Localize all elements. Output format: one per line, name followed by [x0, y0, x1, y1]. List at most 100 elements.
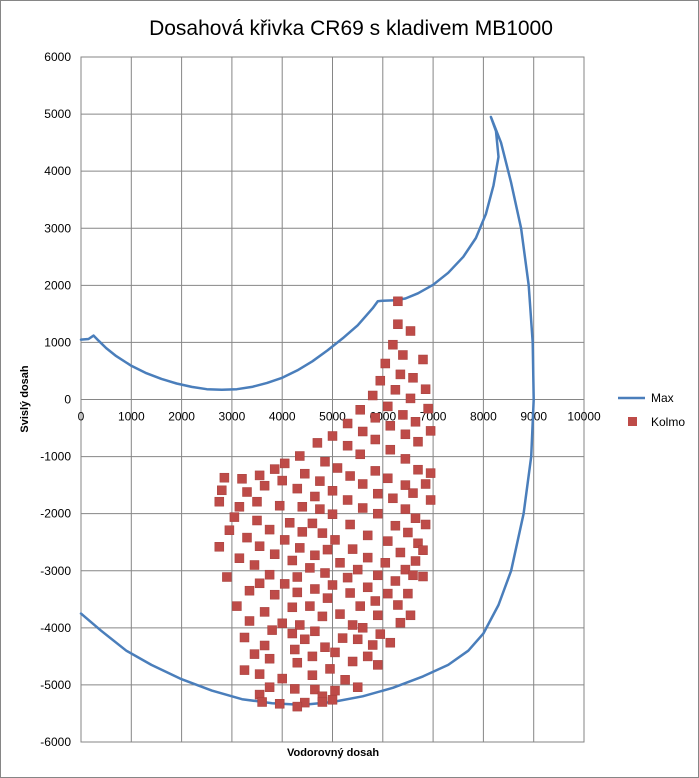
kolmo-point [403, 588, 413, 599]
kolmo-point [342, 572, 353, 583]
kolmo-point [400, 429, 411, 440]
kolmo-point [269, 464, 280, 474]
kolmo-point [352, 634, 363, 645]
kolmo-point [310, 491, 320, 502]
y-tick-labels: 6000 5000 4000 3000 2000 1000 0 -1000 -2000 -3000… [40, 50, 71, 749]
kolmo-point [267, 625, 277, 635]
kolmo-point [310, 684, 320, 695]
kolmo-point [373, 570, 383, 581]
kolmo-point [244, 585, 255, 596]
kolmo-point [217, 485, 227, 496]
kolmo-point [305, 563, 315, 573]
x-axis-title: Vodorovný dosah [287, 747, 379, 759]
kolmo-point [297, 502, 308, 512]
series-max [79, 115, 535, 707]
kolmo-point [373, 610, 383, 621]
x-tick-label: 4000 [269, 410, 296, 424]
kolmo-point [237, 474, 247, 484]
kolmo-point [347, 544, 358, 554]
kolmo-point [259, 607, 270, 617]
kolmo-point [279, 579, 290, 589]
kolmo-point [423, 403, 433, 414]
y-tick-label: -4000 [40, 621, 71, 635]
kolmo-point [345, 588, 355, 598]
kolmo-point [327, 431, 338, 441]
kolmo-point [310, 626, 320, 637]
kolmo-point [383, 536, 393, 546]
y-tick-label: -2000 [40, 507, 71, 521]
y-tick-label: 0 [64, 393, 71, 407]
kolmo-point [234, 502, 245, 512]
kolmo-point [385, 637, 396, 648]
kolmo-point [400, 564, 411, 575]
kolmo-point [362, 651, 373, 662]
kolmo-point [232, 601, 242, 611]
kolmo-point [325, 664, 335, 674]
kolmo-point [385, 421, 396, 431]
kolmo-point [312, 438, 323, 448]
kolmo-point [249, 560, 260, 570]
kolmo-point [390, 576, 401, 586]
kolmo-point [342, 440, 353, 451]
kolmo-point [274, 699, 285, 709]
kolmo-point [408, 488, 418, 498]
kolmo-point [393, 319, 403, 329]
kolmo-point [317, 697, 328, 707]
kolmo-point [405, 610, 416, 621]
kolmo-point [393, 296, 403, 307]
kolmo-point [400, 454, 411, 464]
x-tick-label: 1000 [118, 410, 145, 424]
kolmo-point [287, 602, 298, 613]
kolmo-point [315, 476, 325, 486]
kolmo-point [320, 456, 330, 467]
kolmo-point [413, 436, 423, 447]
kolmo-point [292, 701, 303, 712]
kolmo-point [277, 618, 287, 629]
kolmo-point [398, 350, 408, 360]
kolmo-point [408, 373, 418, 383]
x-tick-label: 8000 [470, 410, 497, 424]
kolmo-point [310, 584, 320, 594]
kolmo-point [370, 466, 381, 476]
kolmo-point [410, 513, 421, 523]
kolmo-point [413, 538, 423, 549]
kolmo-point [219, 472, 230, 483]
kolmo-point [357, 426, 368, 437]
kolmo-point [317, 528, 328, 538]
kolmo-point [337, 633, 348, 643]
kolmo-point [254, 578, 265, 589]
kolmo-point [355, 405, 365, 415]
kolmo-point [264, 653, 275, 664]
kolmo-point [395, 369, 406, 380]
kolmo-point [367, 390, 378, 401]
kolmo-point [292, 483, 303, 494]
kolmo-point [290, 644, 300, 655]
x-tick-label: 2000 [168, 410, 195, 424]
kolmo-point [315, 504, 325, 514]
kolmo-point [357, 479, 368, 489]
kolmo-point [405, 326, 416, 336]
kolmo-point [229, 512, 240, 522]
kolmo-point [274, 500, 285, 511]
kolmo-point [330, 647, 340, 658]
kolmo-point [418, 545, 428, 555]
kolmo-point [300, 634, 310, 645]
kolmo-point [345, 471, 355, 481]
kolmo-point [390, 520, 401, 531]
kolmo-point [287, 628, 298, 639]
kolmo-point [410, 556, 421, 566]
kolmo-point [383, 473, 393, 484]
kolmo-point [322, 544, 333, 555]
kolmo-point [355, 449, 365, 460]
kolmo-point [400, 480, 411, 490]
kolmo-point [332, 463, 343, 473]
kolmo-point [242, 532, 252, 543]
kolmo-point [307, 670, 318, 680]
x-tick-label: 0 [78, 410, 85, 424]
kolmo-point [393, 600, 403, 610]
kolmo-point [264, 524, 275, 535]
y-tick-label: 3000 [44, 221, 71, 235]
kolmo-point [420, 479, 431, 489]
